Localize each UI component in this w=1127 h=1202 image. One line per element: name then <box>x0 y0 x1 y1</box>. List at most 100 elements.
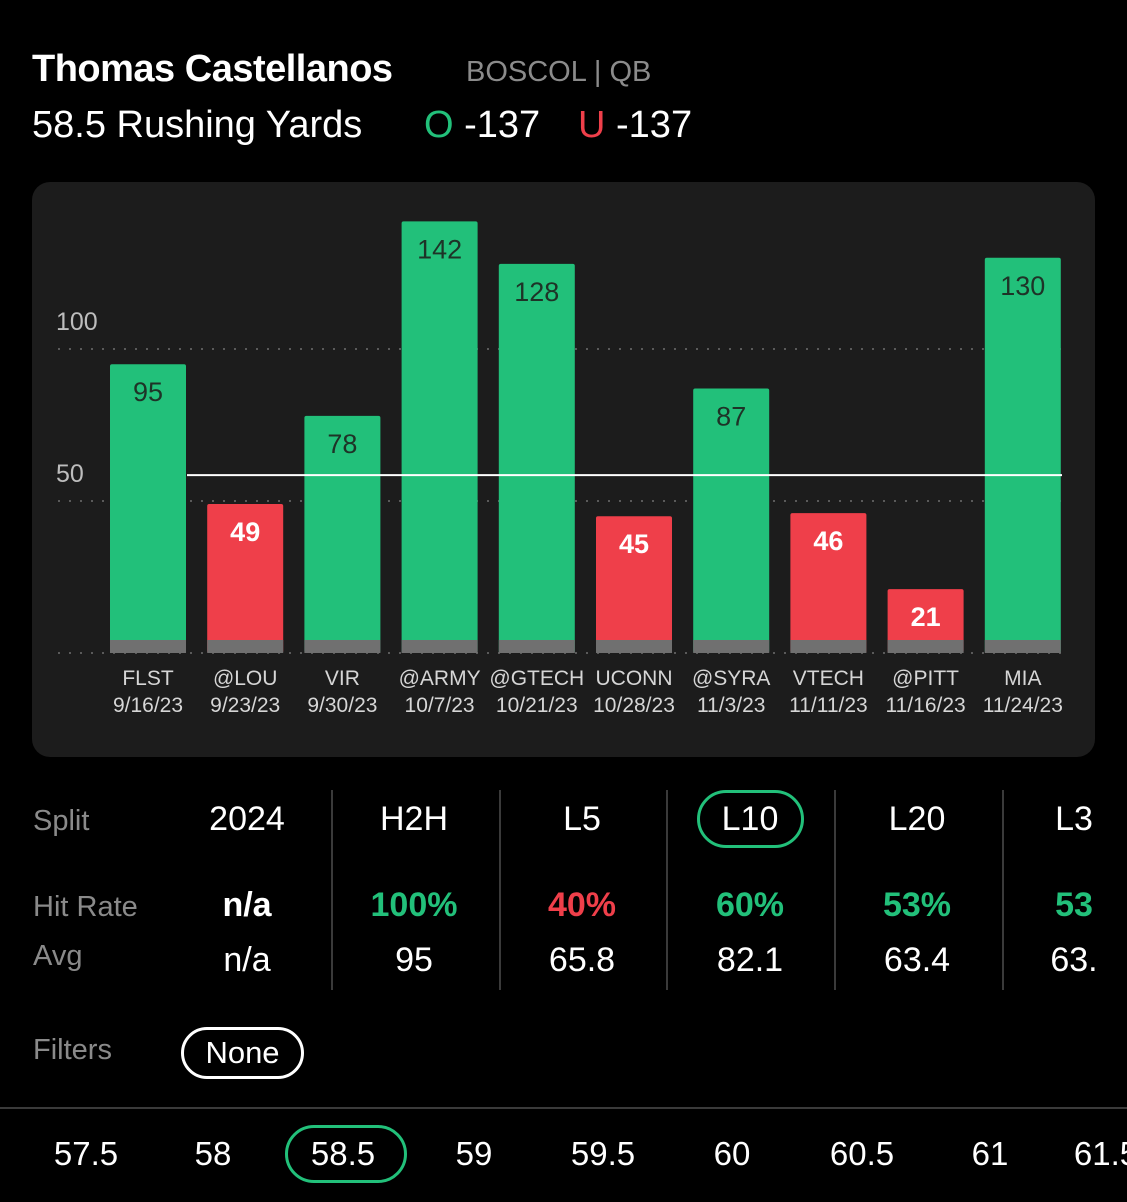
bar-value-label: 21 <box>911 602 941 632</box>
split-label: Split <box>33 805 90 837</box>
x-tick-team: UCONN <box>596 667 673 690</box>
hit-rate-label: Hit Rate <box>33 891 138 923</box>
hit-rate-value: 60% <box>715 886 785 924</box>
player-name: Thomas Castellanos <box>32 48 393 90</box>
x-tick-date: 11/3/23 <box>697 694 766 717</box>
x-tick-date: 9/30/23 <box>307 694 377 717</box>
filters-label: Filters <box>33 1034 112 1066</box>
split-tab-2024[interactable]: 2024 <box>209 800 285 838</box>
x-tick-team: MIA <box>1004 667 1041 690</box>
bar-value-label: 128 <box>514 277 559 307</box>
x-tick-team: @ARMY <box>399 667 481 690</box>
x-tick-date: 11/16/23 <box>886 694 966 717</box>
hit-rate-value: 53 <box>1055 886 1093 924</box>
line-option[interactable]: 61.5 <box>1073 1135 1127 1172</box>
avg-value: 63.4 <box>883 941 951 979</box>
bar-base <box>887 640 964 653</box>
split-tab-l3[interactable]: L3 <box>1055 800 1093 838</box>
line-option[interactable]: 59.5 <box>570 1135 636 1172</box>
x-tick-team: VIR <box>325 667 360 690</box>
bar-base <box>693 640 770 653</box>
y-tick-label: 50 <box>56 460 84 488</box>
avg-value: 63. <box>1050 941 1098 979</box>
bar-base <box>596 640 672 653</box>
bar-value-label: 49 <box>230 517 260 547</box>
x-tick-team: @GTECH <box>489 667 584 690</box>
over-odds[interactable]: O -137 <box>424 104 540 147</box>
x-tick-team: @SYRA <box>692 667 771 690</box>
bar-value-label: 45 <box>619 529 649 559</box>
column-divider <box>666 790 668 990</box>
under-letter: U <box>578 104 606 146</box>
column-divider <box>834 790 836 990</box>
team-position: BOSCOL | QB <box>466 56 652 88</box>
column-divider <box>1002 790 1004 990</box>
line-option[interactable]: 58.5 <box>310 1135 376 1172</box>
bar-base <box>984 640 1061 653</box>
bar-base <box>304 640 381 653</box>
avg-value: n/a <box>223 941 271 979</box>
filter-none-button[interactable]: None <box>181 1027 304 1079</box>
x-tick-team: @PITT <box>892 667 959 690</box>
bar-base <box>110 640 186 653</box>
split-tab-l10[interactable]: L10 <box>721 800 779 838</box>
bar-value-label: 87 <box>716 402 746 432</box>
bar <box>207 504 284 653</box>
x-tick-date: 10/28/23 <box>593 694 675 717</box>
selected-split-pill <box>697 790 804 848</box>
avg-label: Avg <box>33 940 83 972</box>
line-option[interactable]: 59 <box>455 1135 493 1172</box>
bar-base <box>207 640 284 653</box>
over-letter: O <box>424 104 454 146</box>
bar-value-label: 142 <box>417 234 462 264</box>
x-tick-team: @LOU <box>213 667 278 690</box>
split-tab-l20[interactable]: L20 <box>888 800 946 838</box>
y-tick-label: 100 <box>56 308 98 336</box>
bar <box>693 388 770 653</box>
bar <box>596 516 672 653</box>
bar-value-label: 130 <box>1000 271 1045 301</box>
line-option[interactable]: 60 <box>713 1135 751 1172</box>
x-tick-date: 9/23/23 <box>210 694 280 717</box>
prop-line: 58.5 Rushing Yards <box>32 104 363 146</box>
line-option[interactable]: 60.5 <box>829 1135 895 1172</box>
bar-value-label: 46 <box>813 526 843 556</box>
under-odds[interactable]: U -137 <box>578 104 692 147</box>
game-log-chart: 100 50 95 FLST 9/16/23 49 @LOU 9/23/23 78 VIR 9/30… <box>32 182 1095 757</box>
x-tick-date: 10/21/23 <box>496 694 578 717</box>
bar <box>887 589 964 653</box>
under-odds-value: -137 <box>616 104 693 146</box>
x-tick-date: 9/16/23 <box>113 694 183 717</box>
line-option[interactable]: 61 <box>971 1135 1009 1172</box>
bar <box>790 513 867 653</box>
selected-line-pill <box>285 1125 407 1183</box>
column-divider <box>331 790 333 990</box>
avg-value: 65.8 <box>548 941 616 979</box>
avg-value: 95 <box>395 941 433 979</box>
column-divider <box>499 790 501 990</box>
x-tick-date: 11/11/23 <box>789 694 868 717</box>
bar <box>498 263 575 653</box>
avg-value: 82.1 <box>716 941 784 979</box>
bar-value-label: 95 <box>133 377 163 407</box>
chart-svg: 100 50 95 FLST 9/16/23 49 @LOU 9/23/23 78 VIR 9/30… <box>56 221 1070 717</box>
bar-base <box>401 640 478 653</box>
line-option[interactable]: 58 <box>194 1135 232 1172</box>
split-tab-h2h[interactable]: H2H <box>379 800 449 838</box>
bar <box>401 221 478 653</box>
line-option[interactable]: 57.5 <box>53 1135 119 1172</box>
x-tick-team: VTECH <box>793 667 864 690</box>
bar <box>110 364 186 653</box>
over-odds-value: -137 <box>464 104 541 146</box>
hit-rate-value: n/a <box>222 886 272 924</box>
bar-base <box>790 640 867 653</box>
bar <box>984 257 1061 653</box>
x-tick-date: 11/24/23 <box>983 694 1063 717</box>
bar-base <box>498 640 575 653</box>
line-selector <box>0 1107 1127 1202</box>
hit-rate-value: 40% <box>547 886 617 924</box>
hit-rate-value: 100% <box>370 886 458 924</box>
x-tick-date: 10/7/23 <box>405 694 475 717</box>
bar-value-label: 78 <box>327 429 357 459</box>
split-tab-l5[interactable]: L5 <box>563 800 601 838</box>
